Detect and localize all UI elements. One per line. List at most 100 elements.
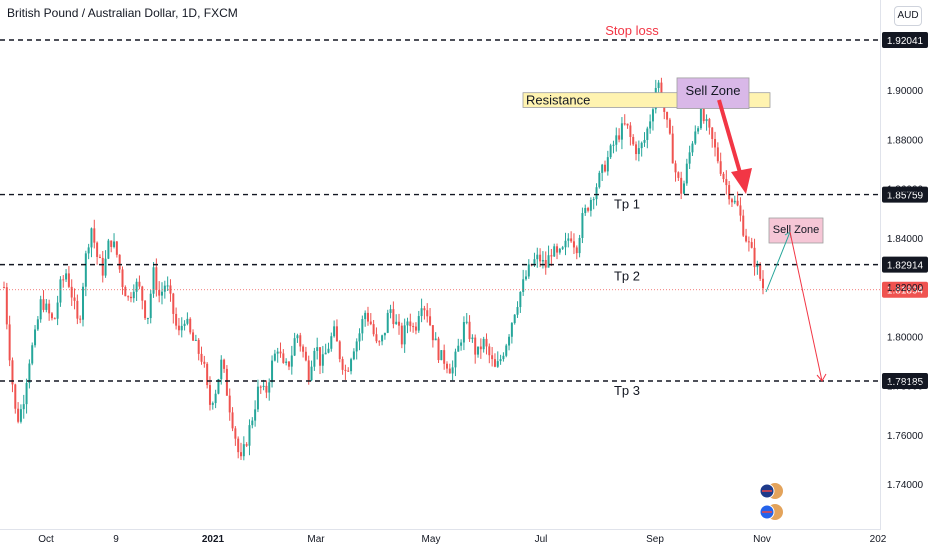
candle-body <box>691 143 694 153</box>
candle-body <box>186 318 189 324</box>
candle-body <box>753 247 756 268</box>
candle-body <box>327 348 330 353</box>
candle-body <box>65 273 68 280</box>
candle-body <box>152 267 155 294</box>
candle-body <box>629 125 632 137</box>
candle-body <box>214 393 217 404</box>
candle-body <box>223 359 226 369</box>
candle-body <box>671 133 674 164</box>
candle-body <box>606 157 609 172</box>
sell-zone-1-label: Sell Zone <box>686 83 741 98</box>
annotations-layer: Resistance Sell Zone Sell Zone Stop loss Tp … <box>522 23 827 520</box>
candle-body <box>403 325 406 345</box>
levels-layer <box>0 39 880 382</box>
candle-body <box>324 352 327 355</box>
candle-body <box>409 321 412 327</box>
y-tick-label: 1.88000 <box>887 135 924 146</box>
candle-body <box>8 324 11 361</box>
candle-body <box>341 359 344 370</box>
candle-body <box>268 382 271 393</box>
candle-body <box>183 323 186 326</box>
candle-body <box>646 128 649 140</box>
candle-body <box>62 279 65 281</box>
candle-body <box>688 152 691 164</box>
candle-body <box>265 385 268 393</box>
candle-body <box>84 253 87 287</box>
candle-body <box>522 279 525 292</box>
candle-body <box>330 336 333 349</box>
candle-body <box>282 353 285 363</box>
last-price-label: 1.81894 <box>887 286 924 297</box>
candle-body <box>104 258 107 276</box>
candle-body <box>451 367 454 374</box>
candle-body <box>725 179 728 186</box>
candle-body <box>93 228 96 243</box>
candle-body <box>739 205 742 216</box>
candle-body <box>36 319 39 330</box>
candle-body <box>293 338 296 356</box>
candle-body <box>728 185 731 200</box>
level-badge <box>882 32 928 48</box>
candle-body <box>372 324 375 335</box>
candle-body <box>587 208 590 211</box>
candle-body <box>206 363 209 386</box>
candle-body <box>177 325 180 331</box>
y-tick-label: 1.78000 <box>887 382 924 393</box>
candle-body <box>381 335 384 342</box>
candle-body <box>135 281 138 292</box>
x-tick-label: May <box>422 534 441 545</box>
candle-body <box>708 119 711 128</box>
candle-body <box>358 333 361 342</box>
candle-body <box>321 354 324 366</box>
candle-body <box>17 408 20 422</box>
candle-body <box>107 240 110 259</box>
currency-badge[interactable]: AUD <box>894 6 922 26</box>
candle-body <box>132 291 135 299</box>
candle-body <box>556 246 559 253</box>
sell-zone-2-label: Sell Zone <box>773 224 819 236</box>
candle-body <box>375 334 378 342</box>
candle-body <box>31 345 34 364</box>
candle-body <box>609 145 612 158</box>
candle-body <box>680 177 683 194</box>
candle-body <box>420 308 423 317</box>
candle-body <box>711 127 714 139</box>
candle-body <box>412 326 415 328</box>
candle-body <box>564 240 567 248</box>
candle-body <box>347 370 350 372</box>
candle-body <box>697 128 700 132</box>
candle-body <box>561 247 564 249</box>
candle-body <box>524 276 527 280</box>
candle-body <box>383 332 386 336</box>
candle-body <box>316 347 319 351</box>
level-badge-label: 1.92041 <box>887 36 924 47</box>
candle-body <box>694 131 697 144</box>
candle-body <box>197 339 200 354</box>
candle-body <box>307 360 310 381</box>
candle-body <box>474 337 477 355</box>
y-tick-label: 1.74000 <box>887 480 924 491</box>
candle-body <box>19 409 22 422</box>
candle-body <box>302 346 305 352</box>
candle-body <box>454 351 457 368</box>
candle-body <box>482 338 485 350</box>
candle-body <box>251 420 254 426</box>
stop-loss-label: Stop loss <box>605 23 659 38</box>
candle-body <box>699 108 702 129</box>
candle-body <box>11 360 14 385</box>
candle-body <box>194 339 197 341</box>
candle-body <box>290 355 293 367</box>
candle-body <box>733 200 736 203</box>
last-price-badge <box>882 281 928 298</box>
candle-body <box>14 384 17 409</box>
candle-body <box>364 312 367 320</box>
candle-body <box>491 355 494 360</box>
level-badge-label: 1.85759 <box>887 191 924 202</box>
candle-body <box>39 299 42 320</box>
candle-body <box>169 285 172 294</box>
candle-body <box>45 303 48 310</box>
candle-body <box>429 316 432 326</box>
candle-body <box>513 314 516 324</box>
candle-body <box>581 213 584 238</box>
